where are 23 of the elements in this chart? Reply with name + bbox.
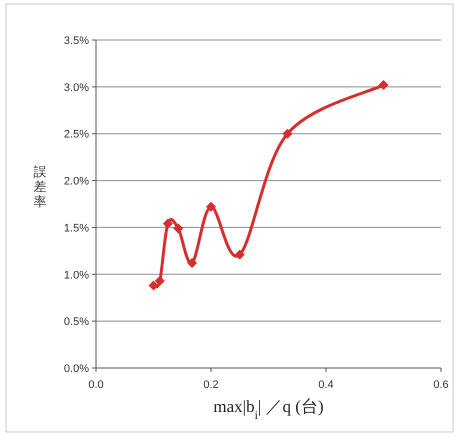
x-axis-title: max|b$_{i}$| ／q (台): [213, 397, 324, 422]
x-tick-label: 0.0: [88, 379, 104, 391]
y-tick-label: 0.0%: [64, 363, 90, 375]
y-tick-label: 2.0%: [64, 176, 90, 188]
y-tick-label: 1.5%: [64, 222, 90, 234]
point: [282, 128, 292, 139]
point: [162, 218, 173, 229]
point: [206, 202, 216, 212]
x-tick-label: 0.2: [203, 379, 219, 391]
point: [173, 223, 184, 234]
point: [234, 250, 245, 260]
x-tick-label: 0.6: [433, 379, 449, 391]
point: [154, 276, 165, 286]
y-tick-label: 1.0%: [64, 269, 90, 282]
y-tick-label: 3.0%: [64, 82, 90, 94]
y-axis-title: 誤差率: [34, 164, 46, 209]
point: [148, 280, 158, 291]
point: [187, 258, 198, 268]
x-tick-label: 0.4: [318, 379, 334, 391]
y-tick-label: 3.5%: [64, 35, 90, 47]
y-tick-label: 2.5%: [64, 128, 90, 141]
point: [378, 80, 388, 90]
y-tick-label: 0.5%: [64, 316, 90, 328]
